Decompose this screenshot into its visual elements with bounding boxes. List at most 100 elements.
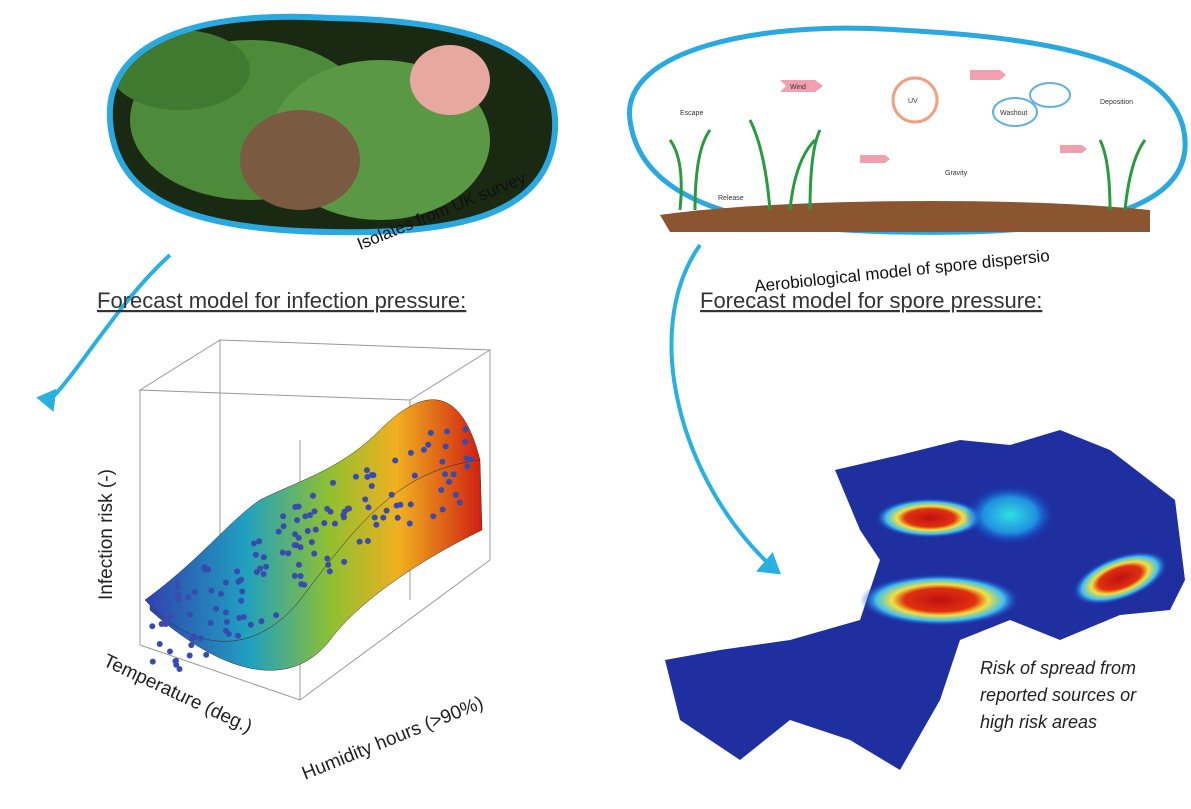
dot [162, 621, 169, 628]
dot [368, 483, 375, 490]
dot [352, 473, 359, 480]
dot [393, 502, 400, 509]
dot [275, 528, 282, 535]
dot [285, 550, 292, 557]
axis-label: Infection risk (-) [96, 469, 117, 600]
dot [363, 467, 370, 474]
dot [201, 564, 208, 571]
dot [295, 534, 302, 541]
dot [420, 446, 427, 453]
dot [258, 618, 265, 625]
dot [311, 508, 318, 515]
dot [306, 512, 313, 519]
dot [325, 561, 332, 568]
dot [341, 558, 348, 565]
dot [364, 538, 371, 545]
dot [302, 513, 309, 520]
dot [166, 648, 173, 655]
dot [190, 633, 197, 640]
dispersal-cloud: Escape Wind UV Washout Deposition Releas… [627, 25, 1188, 235]
dot [197, 635, 204, 642]
dot [203, 651, 210, 658]
map-note: Risk of spread from [980, 658, 1136, 678]
photo-cloud [106, 13, 559, 236]
dot [208, 587, 215, 594]
dot [452, 491, 459, 498]
dot [186, 611, 193, 618]
dot [464, 463, 471, 470]
dot [388, 491, 395, 498]
dot [383, 507, 390, 514]
dot [430, 513, 437, 520]
dot [439, 506, 446, 513]
label: Escape [680, 110, 703, 117]
dot [308, 539, 315, 546]
heading: Forecast model for infection pressure: [97, 288, 466, 313]
dot [324, 555, 331, 562]
dot [158, 621, 165, 628]
dot [312, 526, 319, 533]
dot [250, 540, 257, 547]
map-note: reported sources or [980, 685, 1137, 705]
dot [186, 652, 193, 659]
label: UV [908, 98, 918, 105]
dot [427, 429, 434, 436]
dot [364, 473, 371, 480]
dot [329, 479, 336, 486]
dot [292, 503, 299, 510]
dot [438, 486, 445, 493]
dot [462, 438, 469, 445]
heading: Forecast model for spore pressure: [700, 288, 1042, 313]
dot [172, 658, 179, 665]
dot [301, 581, 308, 588]
dot [155, 601, 162, 608]
dot [168, 613, 175, 620]
dot [344, 505, 351, 512]
dot [260, 554, 267, 561]
dot [223, 579, 230, 586]
dot [370, 472, 377, 479]
dot [292, 531, 299, 538]
axis-label: Humidity hours (>90%) [299, 693, 487, 785]
dot [174, 584, 181, 591]
dot [191, 589, 198, 596]
dot [260, 571, 267, 578]
arrows [36, 243, 782, 575]
dot [326, 568, 333, 575]
dot [340, 514, 347, 521]
dot [294, 517, 301, 524]
dot [291, 542, 298, 549]
dot [394, 514, 401, 521]
dot [406, 520, 413, 527]
dot [439, 458, 446, 465]
dot [456, 499, 463, 506]
dot [247, 621, 254, 628]
dot [362, 496, 369, 503]
dot [280, 513, 287, 520]
dot [222, 627, 229, 634]
dot [407, 449, 414, 456]
dot [240, 613, 247, 620]
map-note: high risk areas [980, 712, 1097, 732]
dot [279, 549, 286, 556]
label: Deposition [1100, 99, 1133, 106]
dot [223, 619, 230, 626]
dot [371, 514, 378, 521]
dot [185, 594, 192, 601]
scatter-dots [149, 426, 475, 672]
dot [176, 665, 183, 672]
dot [291, 572, 298, 579]
dot [311, 550, 318, 557]
dot [331, 520, 338, 527]
dot [446, 478, 453, 485]
dot [442, 443, 449, 450]
dot [425, 441, 432, 448]
dot [238, 597, 245, 604]
dot [321, 520, 328, 527]
dot [462, 426, 469, 433]
dot [188, 642, 195, 649]
label: Wind [790, 84, 806, 91]
dot [295, 561, 302, 568]
dot [373, 521, 380, 528]
dot [164, 616, 171, 623]
